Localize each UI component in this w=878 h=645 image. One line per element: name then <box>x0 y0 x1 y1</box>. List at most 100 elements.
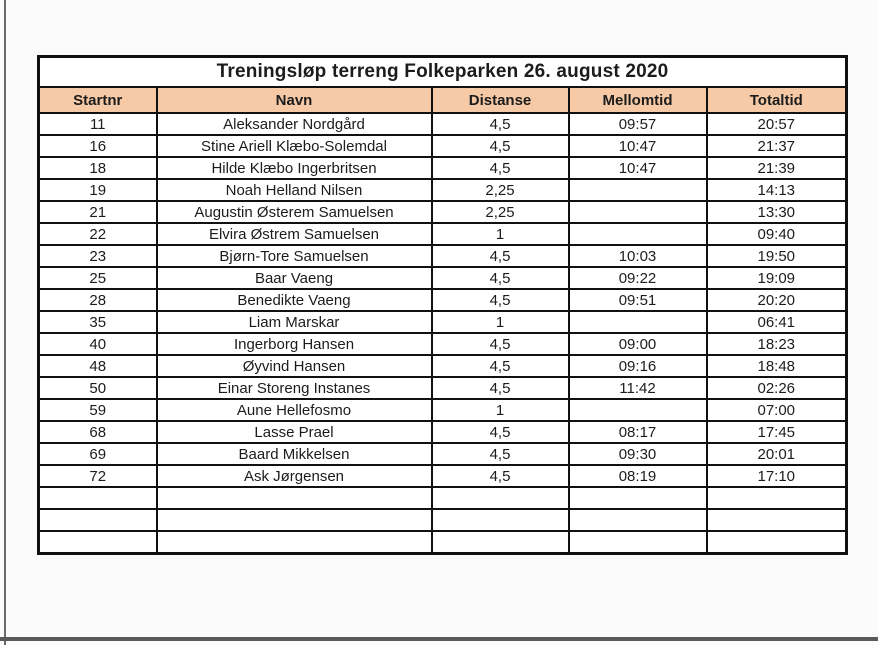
table-row <box>37 508 848 532</box>
table-cell <box>567 200 708 224</box>
table-cell: 4,5 <box>430 288 570 312</box>
table-cell: Elvira Østrem Samuelsen <box>155 222 433 246</box>
table-cell: 72 <box>37 464 158 488</box>
table-cell: 10:47 <box>567 134 708 158</box>
table-cell <box>705 530 848 555</box>
table-row: 28 Benedikte Vaeng 4,5 09:51 20:20 <box>37 288 848 312</box>
table-cell: 21 <box>37 200 158 224</box>
table-cell: 40 <box>37 332 158 356</box>
table-cell: 09:16 <box>567 354 708 378</box>
table-cell: 10:47 <box>567 156 708 180</box>
table-cell: 18:48 <box>705 354 848 378</box>
table-cell: 13:30 <box>705 200 848 224</box>
table-cell <box>430 508 570 532</box>
table-cell: Lasse Prael <box>155 420 433 444</box>
table-row: 11 Aleksander Nordgård 4,5 09:57 20:57 <box>37 112 848 136</box>
table-row: 21 Augustin Østerem Samuelsen 2,25 13:30 <box>37 200 848 224</box>
table-cell: Aleksander Nordgård <box>155 112 433 136</box>
table-row: 25 Baar Vaeng 4,5 09:22 19:09 <box>37 266 848 290</box>
table-cell: 09:57 <box>567 112 708 136</box>
table-cell: 21:39 <box>705 156 848 180</box>
table-cell: 09:51 <box>567 288 708 312</box>
table-cell <box>37 530 158 555</box>
table-cell: 59 <box>37 398 158 422</box>
table-cell: 48 <box>37 354 158 378</box>
table-cell: 21:37 <box>705 134 848 158</box>
table-cell <box>705 508 848 532</box>
table-cell: 68 <box>37 420 158 444</box>
table-cell <box>567 486 708 510</box>
table-cell: 09:22 <box>567 266 708 290</box>
title-row: Treningsløp terreng Folkeparken 26. augu… <box>37 55 848 88</box>
table-cell <box>567 310 708 334</box>
table-row: 50 Einar Storeng Instanes 4,5 11:42 02:26 <box>37 376 848 400</box>
table-row: 69 Baard Mikkelsen 4,5 09:30 20:01 <box>37 442 848 466</box>
table-cell: 09:00 <box>567 332 708 356</box>
table-row: 59 Aune Hellefosmo 1 07:00 <box>37 398 848 422</box>
table-cell: 25 <box>37 266 158 290</box>
table-cell <box>155 508 433 532</box>
table-cell: Ask Jørgensen <box>155 464 433 488</box>
table-cell: 09:30 <box>567 442 708 466</box>
table-cell: 20:20 <box>705 288 848 312</box>
table-cell: Baar Vaeng <box>155 266 433 290</box>
table-cell: 19 <box>37 178 158 202</box>
table-cell: 06:41 <box>705 310 848 334</box>
table-cell: 35 <box>37 310 158 334</box>
table-cell: Bjørn-Tore Samuelsen <box>155 244 433 268</box>
table-cell: 4,5 <box>430 332 570 356</box>
table-cell: 4,5 <box>430 442 570 466</box>
table-cell: 16 <box>37 134 158 158</box>
table-cell <box>567 508 708 532</box>
table-cell: 08:17 <box>567 420 708 444</box>
table-cell: 4,5 <box>430 354 570 378</box>
bottom-frame-line <box>0 637 878 641</box>
table-row: 23 Bjørn-Tore Samuelsen 4,5 10:03 19:50 <box>37 244 848 268</box>
table-cell: 1 <box>430 310 570 334</box>
column-header-mellomtid: Mellomtid <box>567 86 708 114</box>
table-title: Treningsløp terreng Folkeparken 26. augu… <box>37 55 848 88</box>
table-cell: Stine Ariell Klæbo-Solemdal <box>155 134 433 158</box>
table-cell: 1 <box>430 398 570 422</box>
table-row: 19 Noah Helland Nilsen 2,25 14:13 <box>37 178 848 202</box>
table-cell: Benedikte Vaeng <box>155 288 433 312</box>
left-frame-line <box>4 0 6 645</box>
table-cell: Einar Storeng Instanes <box>155 376 433 400</box>
table-row: 72 Ask Jørgensen 4,5 08:19 17:10 <box>37 464 848 488</box>
table-cell: 4,5 <box>430 464 570 488</box>
table-cell <box>567 398 708 422</box>
table-cell: 09:40 <box>705 222 848 246</box>
table-cell: 11 <box>37 112 158 136</box>
table-cell: Øyvind Hansen <box>155 354 433 378</box>
table-row <box>37 486 848 510</box>
table-cell: 20:01 <box>705 442 848 466</box>
table-body: 11 Aleksander Nordgård 4,5 09:57 20:57 16 Stin… <box>37 112 848 555</box>
table-cell: 17:45 <box>705 420 848 444</box>
table-cell: 2,25 <box>430 178 570 202</box>
table-row: 18 Hilde Klæbo Ingerbritsen 4,5 10:47 21:39 <box>37 156 848 180</box>
table-cell: 1 <box>430 222 570 246</box>
table-cell: 19:09 <box>705 266 848 290</box>
table-cell <box>567 222 708 246</box>
table-cell <box>430 530 570 555</box>
table-cell: 20:57 <box>705 112 848 136</box>
table-cell <box>430 486 570 510</box>
table-cell <box>37 508 158 532</box>
table-cell: Noah Helland Nilsen <box>155 178 433 202</box>
table-cell: 18 <box>37 156 158 180</box>
table-cell <box>567 178 708 202</box>
table-cell: 50 <box>37 376 158 400</box>
table-cell: 4,5 <box>430 156 570 180</box>
table-cell: 4,5 <box>430 244 570 268</box>
column-header-distanse: Distanse <box>430 86 570 114</box>
table-cell: 4,5 <box>430 376 570 400</box>
table-cell <box>567 530 708 555</box>
table-cell: Ingerborg Hansen <box>155 332 433 356</box>
table-cell: 07:00 <box>705 398 848 422</box>
table-cell: Baard Mikkelsen <box>155 442 433 466</box>
table-cell: Liam Marskar <box>155 310 433 334</box>
table-row: 16 Stine Ariell Klæbo-Solemdal 4,5 10:47 21:… <box>37 134 848 158</box>
table-row: 68 Lasse Prael 4,5 08:17 17:45 <box>37 420 848 444</box>
table-row: 40 Ingerborg Hansen 4,5 09:00 18:23 <box>37 332 848 356</box>
